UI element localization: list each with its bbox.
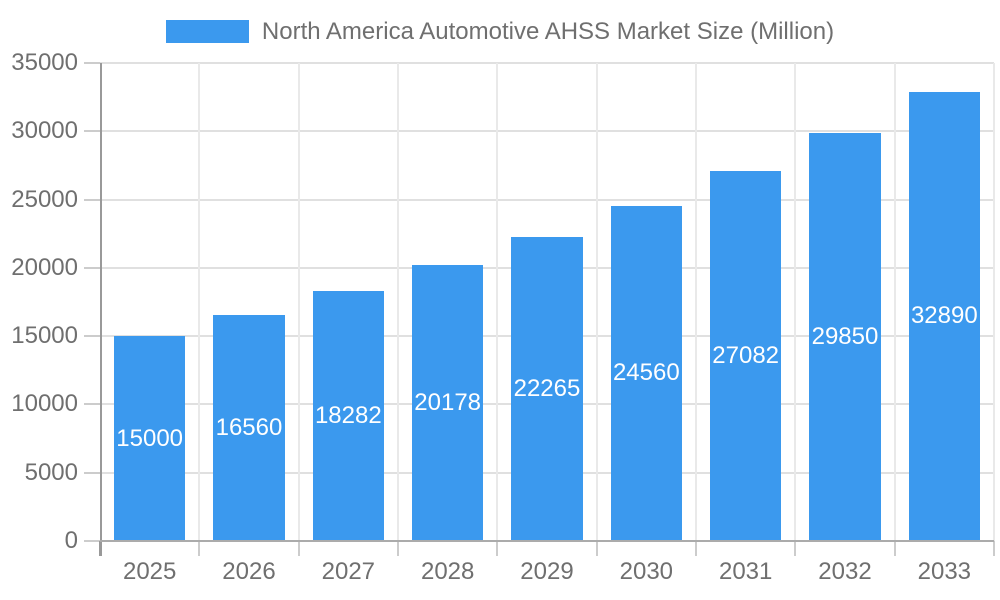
- gridline-vertical: [595, 63, 598, 541]
- bar-value-label: 15000: [116, 424, 184, 452]
- gridline-horizontal: [100, 130, 994, 133]
- gridline-vertical: [893, 63, 896, 541]
- x-axis-tick-label: 2028: [420, 558, 475, 585]
- gridline-vertical: [397, 63, 399, 541]
- bar[interactable]: 24560: [610, 205, 683, 541]
- gridline-vertical: [496, 63, 499, 541]
- x-axis-line: [100, 540, 994, 542]
- x-axis-tick-label: 2030: [619, 558, 674, 585]
- bar[interactable]: 16560: [213, 314, 285, 541]
- x-axis-tick-label: 2033: [917, 558, 972, 585]
- x-axis-tick-label: 2027: [321, 558, 376, 585]
- legend-label: North America Automotive AHSS Market Siz…: [261, 18, 835, 45]
- legend-item[interactable]: North America Automotive AHSS Market Siz…: [0, 19, 1000, 44]
- bar-value-label: 20178: [414, 389, 482, 417]
- bar-value-label: 29850: [811, 323, 879, 351]
- bar-value-label: 24560: [612, 359, 680, 387]
- x-axis-tick: [595, 541, 598, 556]
- y-axis-line: [100, 63, 102, 556]
- x-axis-tick-label: 2025: [122, 558, 177, 585]
- y-axis-tick-label: 20000: [11, 253, 78, 281]
- bar[interactable]: 15000: [113, 336, 186, 541]
- x-axis-tick-label: 2026: [222, 558, 276, 585]
- gridline-horizontal: [100, 198, 994, 201]
- bar[interactable]: 29850: [809, 133, 881, 541]
- y-axis-tick: [84, 403, 100, 406]
- x-axis-tick-label: 2031: [718, 558, 773, 585]
- bar[interactable]: 18282: [312, 291, 385, 541]
- gridline-vertical: [993, 63, 995, 541]
- y-axis-tick-label: 30000: [11, 117, 78, 145]
- bar[interactable]: 27082: [709, 171, 782, 541]
- y-axis-tick-label: 5000: [24, 458, 78, 486]
- x-axis-tick: [496, 541, 499, 556]
- bar-value-label: 16560: [215, 413, 283, 441]
- y-axis-tick: [84, 62, 100, 64]
- y-axis-tick: [84, 198, 100, 201]
- bar-value-label: 18282: [314, 402, 382, 430]
- y-axis-tick-label: 10000: [11, 390, 78, 418]
- bar-value-label: 27082: [712, 342, 780, 370]
- bar[interactable]: 22265: [511, 236, 583, 541]
- y-axis-tick: [84, 471, 100, 474]
- gridline-vertical: [695, 63, 697, 541]
- x-axis-tick: [893, 541, 896, 556]
- bar-value-label: 32890: [910, 302, 978, 330]
- x-axis-tick: [297, 541, 300, 556]
- gridline-vertical: [198, 63, 201, 541]
- x-axis-tick: [993, 541, 995, 556]
- bar[interactable]: 32890: [908, 91, 981, 541]
- y-axis-tick: [84, 540, 100, 542]
- legend-swatch: [165, 20, 249, 43]
- y-axis-tick-label: 25000: [11, 185, 78, 213]
- x-axis-tick: [695, 541, 697, 556]
- gridline-vertical: [794, 63, 797, 541]
- y-axis-tick-label: 35000: [11, 49, 78, 76]
- y-axis-tick: [84, 130, 100, 133]
- y-axis-tick-label: 15000: [11, 322, 78, 350]
- y-axis-tick: [84, 266, 100, 269]
- bar[interactable]: 20178: [411, 265, 484, 541]
- x-axis-tick-label: 2029: [520, 558, 574, 585]
- x-axis-tick: [397, 541, 399, 556]
- bar-value-label: 22265: [513, 374, 581, 402]
- x-axis-tick: [794, 541, 797, 556]
- gridline-vertical: [297, 63, 300, 541]
- y-axis-tick-label: 0: [64, 527, 78, 554]
- y-axis-tick: [84, 335, 100, 338]
- x-axis-tick-label: 2032: [818, 558, 872, 585]
- x-axis-tick: [198, 541, 201, 556]
- gridline-horizontal: [100, 62, 994, 64]
